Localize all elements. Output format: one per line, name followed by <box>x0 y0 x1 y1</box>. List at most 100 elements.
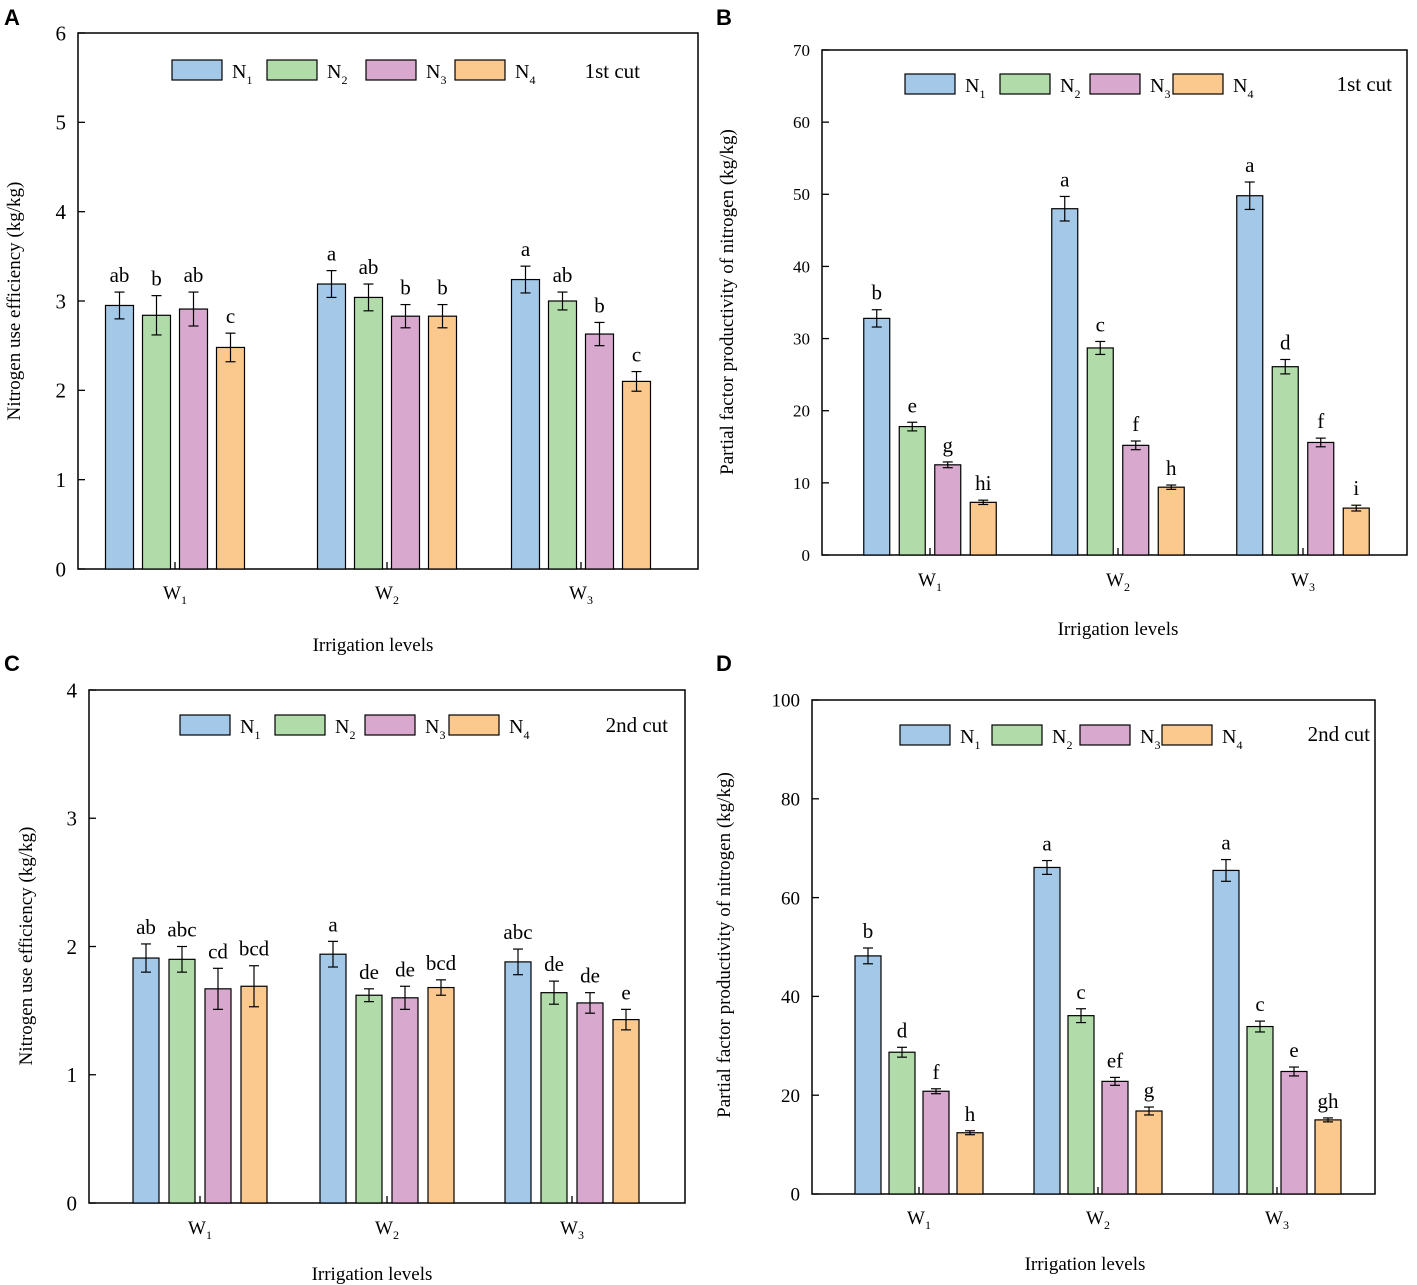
x-tick-label: W3 <box>1291 570 1315 594</box>
x-tick-label: W1 <box>188 1218 212 1242</box>
significance-letter: de <box>544 952 564 976</box>
y-tick-label: 3 <box>56 289 67 313</box>
significance-letter: b <box>151 267 162 291</box>
bar-n3-w2 <box>391 997 419 1204</box>
panel-label-b: B <box>716 5 732 30</box>
significance-letter: c <box>1096 312 1105 336</box>
cut-annotation: 1st cut <box>585 59 641 83</box>
legend-label-n2: N2 <box>1052 726 1072 752</box>
significance-letter: e <box>621 980 630 1004</box>
bar-n3-w1 <box>178 308 209 570</box>
bar-n3-w2 <box>390 315 421 570</box>
legend-swatch-n2 <box>991 724 1043 746</box>
legend-label-n3: N3 <box>426 61 446 87</box>
y-tick-label: 2 <box>67 935 78 959</box>
bar-n1-w3 <box>504 961 532 1204</box>
bar-n2-w2 <box>1067 1015 1095 1195</box>
bar-n4-w2 <box>427 315 458 570</box>
significance-letter: a <box>328 912 338 936</box>
significance-letter: c <box>1076 980 1085 1004</box>
y-tick-label: 2 <box>56 379 67 403</box>
bar-n4-w2 <box>427 986 455 1204</box>
x-axis-title: Irrigation levels <box>1025 1254 1146 1275</box>
y-tick-label: 3 <box>67 807 78 831</box>
panel-b: B 1st cut Irrigation levels Partial fact… <box>716 5 1408 640</box>
bar-n2-w3 <box>540 992 568 1204</box>
legend-swatch-n3 <box>365 59 417 81</box>
bar-n2-w3 <box>1271 366 1299 556</box>
y-axis-title: Partial factor productivity of nitrogen … <box>714 772 735 1118</box>
y-tick-label: 60 <box>793 113 810 132</box>
bar-n3-w1 <box>922 1090 950 1195</box>
significance-letter: abc <box>503 920 532 944</box>
y-axis-title: Nitrogen use efficiency (kg/kg) <box>16 827 37 1066</box>
x-tick-label: W2 <box>375 583 399 607</box>
significance-letter: d <box>1280 330 1291 354</box>
x-tick-label: W1 <box>918 570 942 594</box>
significance-letter: b <box>437 276 448 300</box>
bar-n1-w2 <box>316 283 347 570</box>
x-axis-title: Irrigation levels <box>312 1264 433 1285</box>
bar-n2-w1 <box>168 958 196 1204</box>
y-tick-label: 0 <box>791 1185 801 1206</box>
legend-swatch-n1 <box>179 714 231 736</box>
bar-n2-w3 <box>547 300 578 570</box>
legend-label-n1: N1 <box>960 726 980 752</box>
significance-letter: bcd <box>239 937 270 961</box>
y-tick-label: 5 <box>56 111 67 135</box>
legend-label-n4: N4 <box>509 716 529 742</box>
significance-letter: g <box>1144 1078 1155 1102</box>
bar-n3-w2 <box>1101 1080 1129 1195</box>
bar-n4-w1 <box>956 1132 984 1195</box>
bar-n1-w3 <box>510 278 541 570</box>
legend-label-n2: N2 <box>327 61 347 87</box>
significance-letter: ab <box>136 915 156 939</box>
y-axis-title: Nitrogen use efficiency (kg/kg) <box>4 182 25 421</box>
legend-label-n1: N1 <box>965 75 985 101</box>
bar-n4-w2 <box>1157 486 1185 556</box>
y-tick-label: 40 <box>781 987 800 1008</box>
panel-d: D 2nd cut Irrigation levels Partial fact… <box>714 651 1376 1275</box>
bar-n4-w3 <box>621 380 652 570</box>
significance-letter: b <box>863 919 874 943</box>
significance-letter: ab <box>359 255 379 279</box>
cut-annotation: 2nd cut <box>606 713 669 737</box>
significance-letter: b <box>400 276 411 300</box>
x-tick-label: W3 <box>560 1218 584 1242</box>
bar-n2-w3 <box>1246 1025 1274 1195</box>
significance-letter: bcd <box>426 951 457 975</box>
bar-n4-w1 <box>215 346 246 570</box>
x-axis-title: Irrigation levels <box>1058 619 1179 640</box>
significance-letter: h <box>965 1102 976 1126</box>
significance-letter: f <box>1132 412 1139 436</box>
bar-n4-w1 <box>240 985 268 1204</box>
bar-n1-w2 <box>1051 208 1079 556</box>
bar-n3-w3 <box>1307 441 1335 556</box>
bar-n1-w3 <box>1212 869 1240 1195</box>
bar-n3-w3 <box>576 1002 604 1204</box>
significance-letter: hi <box>975 471 992 495</box>
bar-n2-w1 <box>898 425 926 556</box>
legend-label-n4: N4 <box>1233 75 1253 101</box>
significance-letter: e <box>1289 1038 1298 1062</box>
x-tick-label: W2 <box>1086 1208 1110 1232</box>
significance-letter: i <box>1353 476 1359 500</box>
significance-letter: cd <box>208 939 228 963</box>
y-tick-label: 4 <box>67 678 78 702</box>
significance-letter: ab <box>184 263 204 287</box>
significance-letter: g <box>943 433 954 457</box>
significance-letter: b <box>594 293 605 317</box>
bar-n3-w3 <box>584 333 615 570</box>
bar-n1-w1 <box>132 957 160 1204</box>
bar-n1-w3 <box>1236 195 1264 556</box>
bar-n2-w1 <box>141 314 172 570</box>
legend-swatch-n2 <box>266 59 318 81</box>
legend-label-n4: N4 <box>515 61 535 87</box>
significance-letter: de <box>395 957 415 981</box>
legend-swatch-n4 <box>454 59 506 81</box>
y-tick-label: 0 <box>56 557 67 581</box>
legend-label-n4: N4 <box>1222 726 1242 752</box>
bar-n2-w2 <box>355 994 383 1204</box>
significance-letter: ab <box>110 263 130 287</box>
bar-n3-w3 <box>1280 1070 1308 1195</box>
